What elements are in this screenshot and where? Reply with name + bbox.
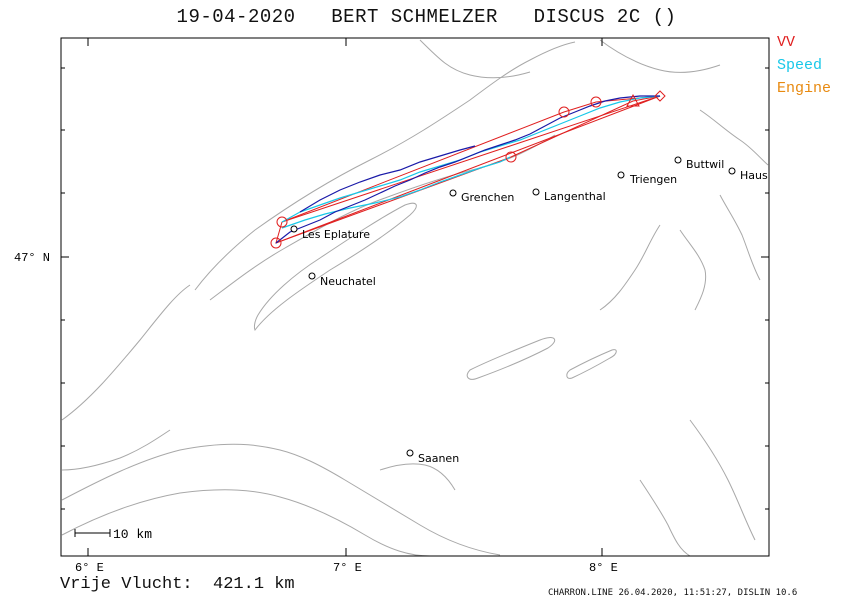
- contour-east-3: [699, 109, 769, 166]
- city-label: Triengen: [629, 173, 677, 186]
- contour-east-4: [689, 419, 756, 541]
- contour-neuchatel-lake: [253, 202, 417, 331]
- finish-diamond-marker: [654, 90, 666, 102]
- legend-speed: Speed: [777, 57, 823, 74]
- contour-north-1: [419, 39, 531, 79]
- contour-lake-thun: [466, 337, 556, 380]
- start-triangle-marker: [626, 93, 640, 107]
- contour-lake-brienz: [566, 349, 617, 379]
- map-frame: [60, 37, 770, 557]
- city-label: Haus: [740, 169, 768, 182]
- x-tick-label-7e: 7° E: [333, 561, 362, 575]
- city-label: Saanen: [418, 452, 459, 465]
- contour-jura-north: [194, 41, 576, 291]
- flight-track-main: [275, 95, 660, 244]
- scale-bar: 10 km: [74, 527, 152, 542]
- x-tick-label-6e: 6° E: [75, 561, 104, 575]
- turnpoint-circle: [276, 216, 288, 228]
- city-label: Les Eplature: [302, 228, 370, 241]
- city-labels: Les Eplature Neuchatel Grenchen Langenth…: [302, 158, 768, 465]
- city-label: Langenthal: [544, 190, 606, 203]
- terrain-contours: [61, 39, 769, 557]
- city-markers: [290, 156, 736, 457]
- contour-east-5: [639, 479, 691, 557]
- turnpoint-circle: [558, 106, 570, 118]
- axis-ticks: [61, 38, 769, 556]
- turnpoint-markers: [270, 90, 666, 249]
- turnpoint-circle: [590, 96, 602, 108]
- y-tick-label-47n: 47° N: [14, 251, 50, 265]
- contour-east-2: [719, 194, 761, 281]
- contour-alps-inner: [61, 489, 431, 557]
- contour-alps-foothills: [61, 443, 501, 556]
- scale-bar-label: 10 km: [113, 527, 152, 542]
- city-label: Grenchen: [461, 191, 514, 204]
- contour-east-1: [679, 229, 707, 311]
- task-lines: [275, 95, 661, 244]
- contour-west-valley: [61, 429, 171, 471]
- contour-north-2: [599, 39, 721, 73]
- chart-title: 19-04-2020 BERT SCHMELZER DISCUS 2C (): [176, 6, 677, 28]
- legend-engine: Engine: [777, 80, 832, 97]
- city-label: Neuchatel: [320, 275, 376, 288]
- contour-plateau-west: [61, 284, 191, 421]
- x-tick-label-8e: 8° E: [589, 561, 618, 575]
- turnpoint-circle: [270, 237, 282, 249]
- free-flight-distance: Vrije Vlucht: 421.1 km: [60, 575, 295, 594]
- turnpoint-circle: [505, 151, 517, 163]
- contour-saanen: [379, 463, 456, 491]
- footer-credit: CHARRON.LINE 26.04.2020, 11:51:27, DISLI…: [548, 588, 798, 598]
- contour-emme: [599, 224, 661, 311]
- flight-track-speed: [281, 95, 661, 229]
- city-label: Buttwil: [686, 158, 724, 171]
- legend-vv: VV: [777, 34, 796, 51]
